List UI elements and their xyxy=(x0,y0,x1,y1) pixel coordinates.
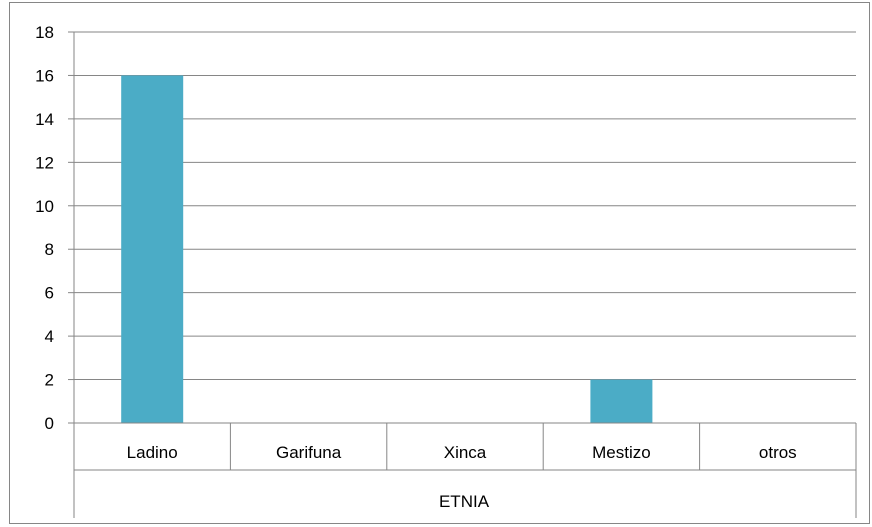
gridlines xyxy=(68,31,856,424)
y-tick-label: 12 xyxy=(35,153,54,172)
x-category-label: Xinca xyxy=(444,443,487,462)
y-tick-label: 4 xyxy=(45,327,54,346)
x-category-labels: Ladino Garifuna Xinca Mestizo otros xyxy=(127,443,797,462)
y-tick-labels: 0 2 4 6 8 10 12 14 16 18 xyxy=(35,23,54,433)
x-category-label: otros xyxy=(759,443,797,462)
bar-mestizo xyxy=(590,379,653,423)
x-category-label: Mestizo xyxy=(592,443,651,462)
y-tick-label: 18 xyxy=(35,23,54,42)
y-tick-label: 6 xyxy=(45,284,54,303)
x-category-label: Garifuna xyxy=(276,443,342,462)
bar-ladino xyxy=(121,75,184,423)
y-tick-label: 0 xyxy=(45,414,54,433)
y-tick-label: 16 xyxy=(35,66,54,85)
y-tick-label: 10 xyxy=(35,197,54,216)
y-tick-label: 8 xyxy=(45,240,54,259)
bars xyxy=(121,75,653,423)
y-tick-label: 2 xyxy=(45,371,54,390)
y-tick-label: 14 xyxy=(35,110,54,129)
axes xyxy=(73,32,857,518)
x-group-label: ETNIA xyxy=(439,492,490,511)
x-category-label: Ladino xyxy=(127,443,178,462)
